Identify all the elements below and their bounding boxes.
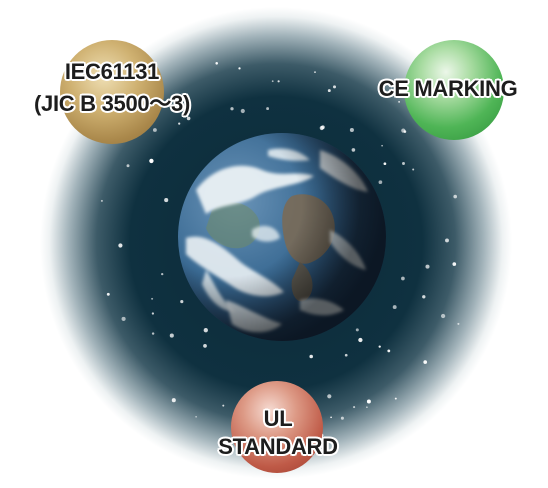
star bbox=[266, 107, 270, 111]
star bbox=[222, 404, 225, 407]
star bbox=[457, 322, 460, 325]
star bbox=[321, 125, 325, 130]
ce-marking-text: CE MARKING bbox=[378, 76, 518, 101]
star bbox=[378, 345, 381, 348]
star bbox=[203, 328, 208, 333]
star bbox=[100, 199, 103, 202]
star bbox=[186, 116, 191, 121]
star bbox=[398, 101, 400, 103]
star bbox=[171, 398, 176, 403]
ce-marking-label: CE MARKING bbox=[352, 76, 544, 102]
star bbox=[381, 144, 383, 147]
star bbox=[412, 168, 415, 171]
ul-standard-label: UL STANDARD bbox=[196, 405, 360, 461]
star bbox=[333, 85, 336, 89]
ce-marking-badge bbox=[404, 40, 504, 140]
star bbox=[230, 107, 234, 111]
star bbox=[178, 122, 181, 125]
star bbox=[121, 316, 126, 321]
star bbox=[378, 180, 383, 185]
star bbox=[151, 332, 155, 335]
star bbox=[394, 397, 397, 400]
star bbox=[355, 328, 359, 332]
star bbox=[277, 80, 280, 83]
star bbox=[238, 67, 241, 70]
star bbox=[402, 162, 405, 165]
iec-standard-badge bbox=[60, 40, 164, 144]
star bbox=[309, 354, 313, 359]
star bbox=[240, 108, 245, 114]
star bbox=[151, 312, 155, 315]
star bbox=[169, 333, 174, 338]
star bbox=[445, 238, 449, 243]
star bbox=[126, 164, 130, 168]
ul-standard-line2: STANDARD bbox=[218, 434, 338, 459]
star bbox=[392, 305, 397, 310]
star bbox=[149, 158, 154, 164]
iec-standard-line1: IEC61131 bbox=[64, 59, 160, 84]
star bbox=[118, 243, 123, 248]
star bbox=[349, 127, 354, 133]
star bbox=[340, 416, 344, 420]
ul-standard-badge bbox=[231, 381, 323, 473]
star bbox=[383, 162, 387, 166]
star bbox=[330, 416, 332, 419]
star bbox=[401, 128, 406, 133]
star bbox=[353, 406, 356, 409]
ul-standard-line1: UL bbox=[263, 406, 293, 431]
star bbox=[195, 416, 197, 418]
star bbox=[452, 262, 457, 266]
star bbox=[314, 71, 316, 73]
star bbox=[151, 297, 154, 300]
star bbox=[453, 194, 457, 199]
star bbox=[271, 80, 274, 83]
star bbox=[440, 313, 446, 319]
star bbox=[366, 406, 368, 409]
iec-standard-label: IEC61131 (JIC B 3500～3) bbox=[6, 56, 218, 120]
star bbox=[152, 128, 157, 132]
star bbox=[215, 62, 218, 65]
star bbox=[425, 264, 430, 269]
star bbox=[203, 344, 207, 348]
star bbox=[423, 360, 428, 364]
star bbox=[164, 198, 169, 203]
star bbox=[422, 295, 426, 299]
iec-standard-line2: (JIC B 3500～3) bbox=[34, 91, 190, 116]
star bbox=[327, 89, 331, 93]
star bbox=[351, 148, 356, 152]
stars bbox=[100, 62, 460, 438]
star bbox=[358, 337, 363, 343]
star bbox=[401, 276, 405, 281]
star bbox=[344, 353, 348, 357]
star bbox=[106, 292, 110, 296]
star bbox=[180, 300, 184, 304]
star bbox=[161, 272, 164, 276]
star bbox=[327, 394, 332, 399]
earth bbox=[178, 133, 386, 341]
star bbox=[387, 349, 391, 353]
star bbox=[366, 399, 371, 404]
